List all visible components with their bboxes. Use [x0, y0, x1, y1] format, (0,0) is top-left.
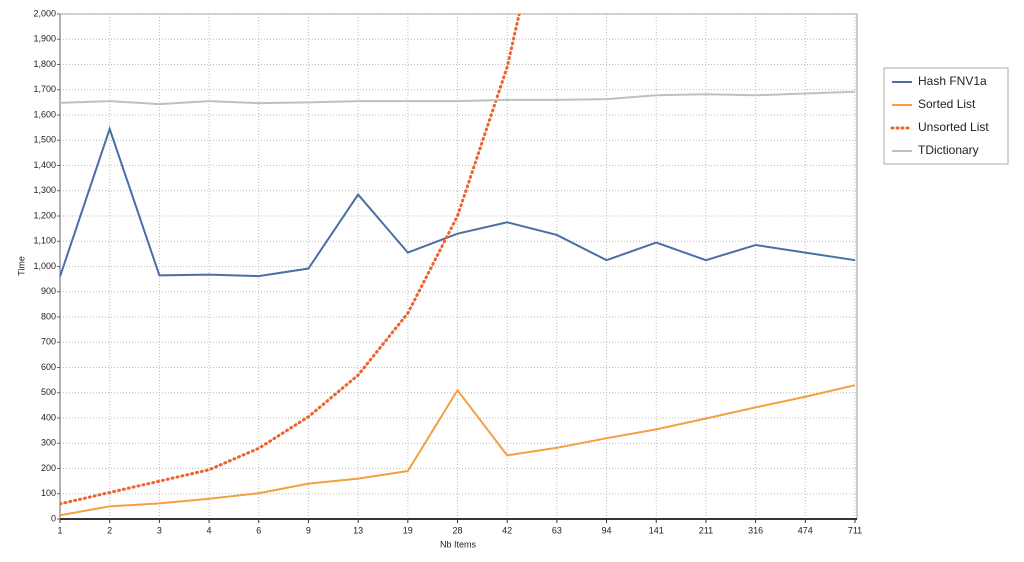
x-tick-label: 474 [798, 525, 813, 535]
x-tick-label: 9 [306, 525, 311, 535]
x-tick-label: 42 [502, 525, 512, 535]
y-tick-label: 0 [51, 513, 56, 523]
x-tick-label: 94 [602, 525, 612, 535]
y-tick-label: 1,100 [33, 236, 56, 246]
legend-label: Unsorted List [918, 120, 989, 134]
y-tick-label: 800 [41, 311, 56, 321]
x-tick-label: 13 [353, 525, 363, 535]
x-tick-label: 2 [107, 525, 112, 535]
x-tick-label: 63 [552, 525, 562, 535]
x-tick-label: 19 [403, 525, 413, 535]
legend-label: Sorted List [918, 97, 976, 111]
legend: Hash FNV1a Sorted List Unsorted List TDicti… [883, 67, 1009, 165]
y-tick-label: 1,400 [33, 160, 56, 170]
y-tick-label: 1,600 [33, 109, 56, 119]
x-tick-label: 6 [256, 525, 261, 535]
y-tick-label: 1,300 [33, 185, 56, 195]
y-tick-label: 100 [41, 488, 56, 498]
y-tick-label: 1,200 [33, 210, 56, 220]
y-tick-label: 900 [41, 286, 56, 296]
series-line [60, 125, 856, 278]
x-tick-label: 711 [848, 525, 862, 535]
x-tick-label: 1 [57, 525, 62, 535]
x-axis-label: Nb Items [440, 539, 477, 549]
y-tick-label: 400 [41, 412, 56, 422]
x-tick-label: 3 [157, 525, 162, 535]
y-tick-label: 500 [41, 387, 56, 397]
plot-area [59, 13, 858, 520]
y-tick-label: 1,700 [33, 84, 56, 94]
series-line [60, 384, 856, 517]
series-line [60, 90, 856, 106]
y-tick-label: 600 [41, 362, 56, 372]
y-tick-label: 300 [41, 438, 56, 448]
y-tick-label: 1,800 [33, 59, 56, 69]
legend-label: TDictionary [918, 143, 979, 157]
y-tick-label: 1,900 [33, 34, 56, 44]
x-tick-label: 4 [207, 525, 212, 535]
y-tick-label: 1,000 [33, 261, 56, 271]
x-tick-label: 316 [748, 525, 763, 535]
x-tick-label: 141 [649, 525, 664, 535]
series-line [60, 14, 521, 506]
y-tick-label: 700 [41, 337, 56, 347]
legend-box [883, 67, 1009, 165]
x-tick-label: 28 [452, 525, 462, 535]
x-tick-label: 211 [699, 525, 713, 535]
y-tick-label: 200 [41, 463, 56, 473]
y-tick-label: 2,000 [33, 8, 56, 18]
y-axis-label: Time [16, 256, 26, 276]
legend-label: Hash FNV1a [918, 74, 987, 88]
y-tick-label: 1,500 [33, 135, 56, 145]
series-group [60, 14, 856, 517]
